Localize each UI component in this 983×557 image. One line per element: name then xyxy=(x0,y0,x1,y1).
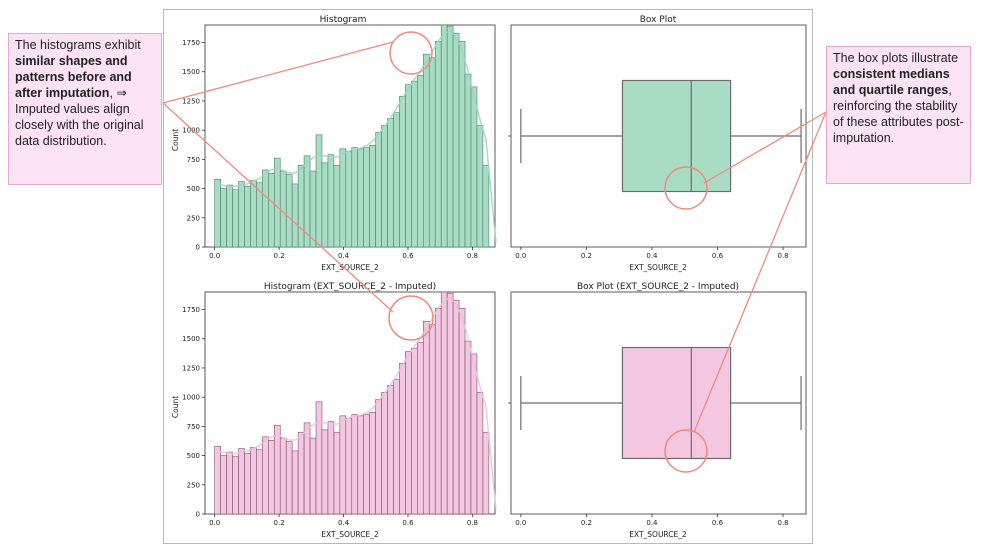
hist-bottom-y-tick-label: 1500 xyxy=(182,335,200,343)
box-bottom-x-tick-label: 0.4 xyxy=(646,519,658,527)
hist-top-ylabel: Count xyxy=(171,129,180,151)
hist-top-y-tick-label: 1750 xyxy=(182,39,200,47)
callout-left-emphasis: similar shapes and patterns before and a… xyxy=(15,54,132,100)
hist-top-y-tick-label: 0 xyxy=(196,244,200,252)
hist-bottom-title: Histogram (EXT_SOURCE_2 - Imputed) xyxy=(264,282,436,292)
hist-bottom-plot: 0.0 0.2 0.4 0.6 0.8 0 250 500 750 1000 1250 1500 175… xyxy=(182,291,497,527)
callout-right: The box plots illustrate consistent medi… xyxy=(826,46,971,184)
hist-bottom-x-tick-label: 0.0 xyxy=(209,519,220,527)
callout-left: The histograms exhibit similar shapes an… xyxy=(8,33,162,185)
box-top-title: Box Plot xyxy=(640,15,677,25)
hist-bottom-y-tick-label: 500 xyxy=(187,452,200,460)
hist-top-x-tick-label: 0.6 xyxy=(402,252,414,260)
box-top-x-tick-label: 0.2 xyxy=(581,252,592,260)
hist-bottom-xlabel: EXT_SOURCE_2 xyxy=(321,530,379,539)
hist-top-x-tick-label: 0.8 xyxy=(467,252,478,260)
hist-top-y-tick-label: 1500 xyxy=(182,68,200,76)
hist-top-y-tick-label: 1250 xyxy=(182,97,200,105)
callout-left-text: The histograms exhibit xyxy=(15,38,141,52)
hist-top-x-tick-label: 0.2 xyxy=(274,252,285,260)
highlight-circle-hist-top xyxy=(389,31,433,75)
highlight-circle-box-top xyxy=(664,166,708,210)
hist-bottom-y-tick-label: 1000 xyxy=(182,394,200,402)
hist-bottom-y-tick-label: 0 xyxy=(196,511,200,519)
hist-top-x-tick-label: 0.4 xyxy=(338,252,350,260)
hist-bottom-y-tick-label: 750 xyxy=(187,423,200,431)
hist-bottom-x-tick-label: 0.4 xyxy=(338,519,350,527)
hist-bottom-y-tick-label: 1250 xyxy=(182,364,200,372)
hist-top-xlabel: EXT_SOURCE_2 xyxy=(321,263,379,272)
hist-bottom-x-tick-label: 0.2 xyxy=(274,519,285,527)
hist-top-y-tick-label: 1000 xyxy=(182,127,200,135)
hist-top-title: Histogram xyxy=(320,15,367,25)
box-bottom-title: Box Plot (EXT_SOURCE_2 - Imputed) xyxy=(577,282,739,292)
connector-line-left-top xyxy=(162,41,394,104)
hist-top-bar xyxy=(482,164,490,248)
highlight-circle-hist-bottom xyxy=(388,295,434,341)
hist-top-plot: 0.0 0.2 0.4 0.6 0.8 0 250 500 750 1000 1250 1500 175… xyxy=(182,24,497,260)
callout-right-text-end: , reinforcing the stability of these att… xyxy=(833,83,964,145)
hist-bottom-ylabel: Count xyxy=(171,396,180,418)
hist-bottom-kde-line xyxy=(217,296,497,510)
hist-top-y-tick-label: 250 xyxy=(187,214,200,222)
hist-top-kde-line xyxy=(217,29,497,243)
box-top-iqr-box xyxy=(621,79,732,193)
box-top-plot: 0.0 0.2 0.4 0.6 0.8 xyxy=(508,79,802,260)
box-top-x-tick-label: 0.0 xyxy=(515,252,526,260)
connector-line-right-top xyxy=(703,111,827,184)
box-bottom-xlabel: EXT_SOURCE_2 xyxy=(629,530,687,539)
callout-right-text: The box plots illustrate xyxy=(833,51,959,65)
box-bottom-x-tick-label: 0.8 xyxy=(777,519,788,527)
box-top-x-tick-label: 0.8 xyxy=(777,252,788,260)
box-top-xlabel: EXT_SOURCE_2 xyxy=(629,263,687,272)
highlight-circle-box-bottom xyxy=(664,429,708,473)
hist-top-x-tick-label: 0.0 xyxy=(209,252,220,260)
box-top-x-tick-label: 0.6 xyxy=(712,252,724,260)
box-bottom-x-tick-label: 0.6 xyxy=(712,519,724,527)
connector-line-left-bottom xyxy=(162,102,394,313)
box-bottom-iqr-box xyxy=(621,346,732,460)
callout-right-emphasis: consistent medians and quartile ranges xyxy=(833,67,950,97)
hist-bottom-x-tick-label: 0.8 xyxy=(467,519,478,527)
hist-bottom-bar xyxy=(482,431,490,515)
connector-line-right-bottom xyxy=(693,111,827,433)
hist-bottom-y-tick-label: 250 xyxy=(187,481,200,489)
hist-bottom-x-tick-label: 0.6 xyxy=(402,519,414,527)
callout-left-text-end: , ⇒ Imputed values align closely with th… xyxy=(15,86,144,148)
hist-top-y-tick-label: 750 xyxy=(187,156,200,164)
box-bottom-plot: 0.0 0.2 0.4 0.6 0.8 xyxy=(508,346,802,527)
hist-top-y-tick-label: 500 xyxy=(187,185,200,193)
box-bottom-x-tick-label: 0.2 xyxy=(581,519,592,527)
box-bottom-x-tick-label: 0.0 xyxy=(515,519,526,527)
hist-bottom-y-tick-label: 1750 xyxy=(182,306,200,314)
box-top-x-tick-label: 0.4 xyxy=(646,252,658,260)
